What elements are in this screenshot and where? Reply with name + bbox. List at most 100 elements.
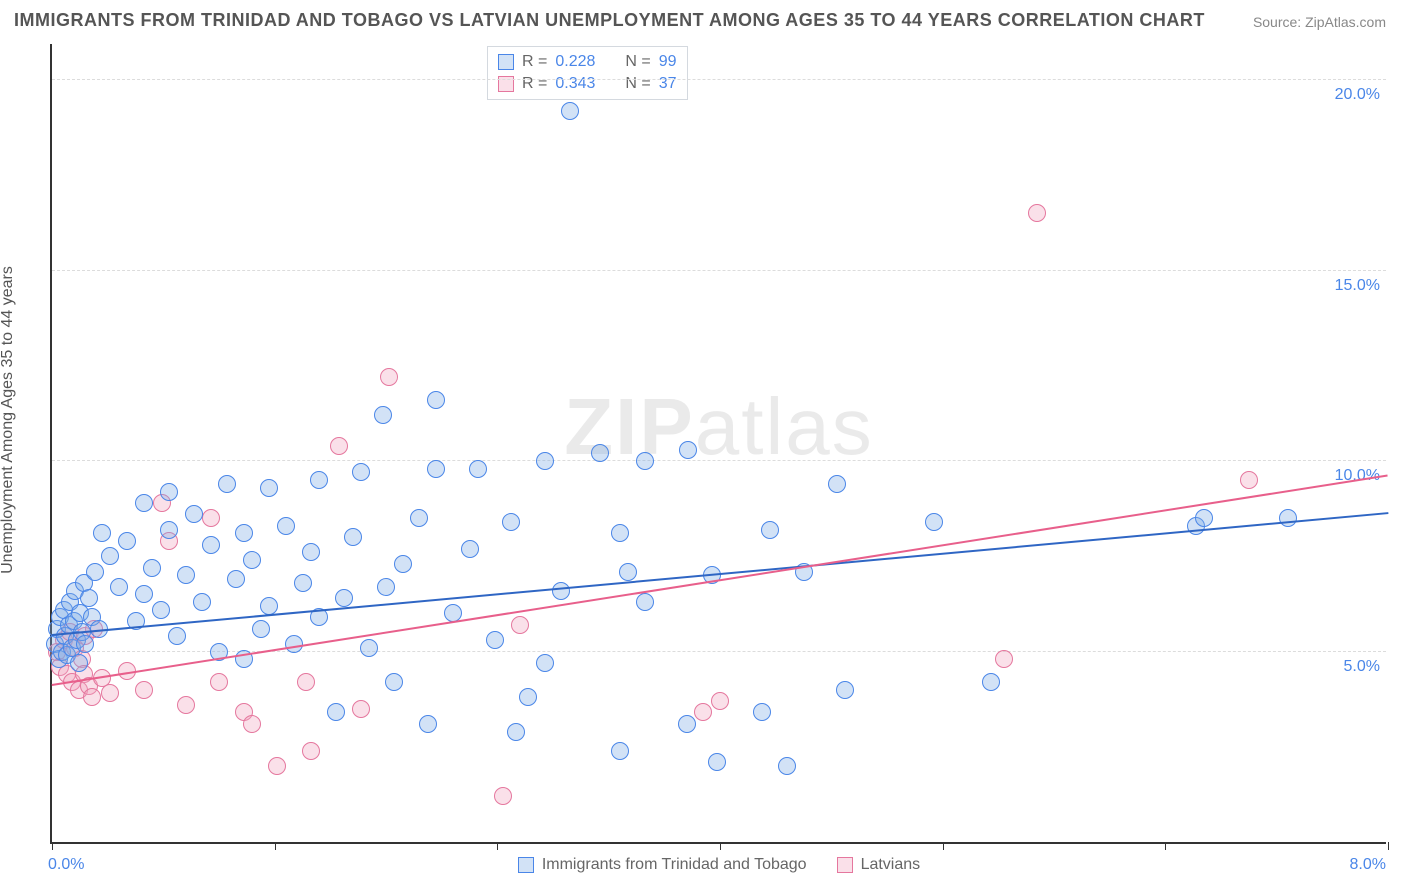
data-point-series1: [469, 460, 487, 478]
data-point-series1: [611, 742, 629, 760]
data-point-series1: [160, 521, 178, 539]
data-point-series1: [218, 475, 236, 493]
x-tick: [52, 842, 53, 850]
data-point-series1: [778, 757, 796, 775]
data-point-series1: [143, 559, 161, 577]
data-point-series2: [380, 368, 398, 386]
data-point-series2: [297, 673, 315, 691]
data-point-series1: [502, 513, 520, 531]
data-point-series1: [235, 524, 253, 542]
data-point-series2: [995, 650, 1013, 668]
legend: Immigrants from Trinidad and Tobago Latv…: [52, 856, 1386, 874]
trendline-series2: [52, 474, 1388, 685]
data-point-series1: [486, 631, 504, 649]
data-point-series1: [294, 574, 312, 592]
data-point-series2: [1028, 204, 1046, 222]
data-point-series1: [227, 570, 245, 588]
gridline: [52, 460, 1386, 461]
data-point-series2: [101, 684, 119, 702]
stats-row-series2: R = 0.343 N = 37: [498, 73, 677, 95]
legend-item-series1: Immigrants from Trinidad and Tobago: [518, 856, 807, 874]
data-point-series1: [1279, 509, 1297, 527]
data-point-series1: [101, 547, 119, 565]
stats-box: R = 0.228 N = 99 R = 0.343 N = 37: [487, 46, 688, 100]
data-point-series1: [836, 681, 854, 699]
swatch-series1-icon: [498, 54, 514, 70]
data-point-series1: [277, 517, 295, 535]
y-tick-label: 15.0%: [1335, 277, 1380, 295]
n-label: N =: [625, 53, 650, 71]
data-point-series1: [427, 460, 445, 478]
data-point-series1: [982, 673, 1000, 691]
data-point-series2: [494, 787, 512, 805]
source-label: Source: ZipAtlas.com: [1253, 14, 1386, 30]
data-point-series1: [394, 555, 412, 573]
x-tick-label: 8.0%: [1350, 856, 1386, 874]
data-point-series1: [374, 406, 392, 424]
y-tick-label: 20.0%: [1335, 86, 1380, 104]
data-point-series2: [268, 757, 286, 775]
r-label: R =: [522, 53, 547, 71]
data-point-series1: [561, 102, 579, 120]
data-point-series2: [302, 742, 320, 760]
data-point-series1: [507, 723, 525, 741]
data-point-series2: [202, 509, 220, 527]
data-point-series2: [1240, 471, 1258, 489]
swatch-series2-icon: [837, 857, 853, 873]
data-point-series1: [708, 753, 726, 771]
data-point-series1: [536, 654, 554, 672]
scatter-plot-area: ZIPatlas R = 0.228 N = 99 R = 0.343 N = …: [50, 44, 1386, 844]
legend-label: Latvians: [861, 856, 921, 874]
n-label: N =: [625, 75, 650, 93]
data-point-series1: [70, 654, 88, 672]
n-value: 37: [659, 75, 677, 93]
x-tick: [497, 842, 498, 850]
data-point-series1: [753, 703, 771, 721]
data-point-series1: [410, 509, 428, 527]
swatch-series1-icon: [518, 857, 534, 873]
y-tick-label: 5.0%: [1344, 658, 1380, 676]
data-point-series2: [83, 688, 101, 706]
data-point-series2: [694, 703, 712, 721]
data-point-series1: [93, 524, 111, 542]
data-point-series2: [511, 616, 529, 634]
data-point-series2: [243, 715, 261, 733]
data-point-series1: [310, 471, 328, 489]
data-point-series1: [536, 452, 554, 470]
data-point-series1: [678, 715, 696, 733]
y-axis-label: Unemployment Among Ages 35 to 44 years: [0, 266, 17, 574]
data-point-series1: [135, 494, 153, 512]
data-point-series1: [177, 566, 195, 584]
data-point-series1: [352, 463, 370, 481]
data-point-series1: [377, 578, 395, 596]
data-point-series1: [591, 444, 609, 462]
data-point-series2: [177, 696, 195, 714]
data-point-series2: [135, 681, 153, 699]
gridline: [52, 270, 1386, 271]
x-tick: [1388, 842, 1389, 850]
data-point-series1: [193, 593, 211, 611]
data-point-series2: [330, 437, 348, 455]
data-point-series1: [335, 589, 353, 607]
r-value: 0.228: [555, 53, 595, 71]
data-point-series1: [611, 524, 629, 542]
data-point-series1: [110, 578, 128, 596]
data-point-series1: [419, 715, 437, 733]
data-point-series2: [352, 700, 370, 718]
data-point-series1: [76, 635, 94, 653]
data-point-series1: [636, 593, 654, 611]
data-point-series2: [210, 673, 228, 691]
data-point-series1: [636, 452, 654, 470]
data-point-series1: [327, 703, 345, 721]
data-point-series1: [168, 627, 186, 645]
data-point-series1: [679, 441, 697, 459]
data-point-series1: [427, 391, 445, 409]
data-point-series1: [385, 673, 403, 691]
data-point-series1: [1195, 509, 1213, 527]
legend-item-series2: Latvians: [837, 856, 921, 874]
gridline: [52, 79, 1386, 80]
data-point-series1: [152, 601, 170, 619]
data-point-series1: [135, 585, 153, 603]
data-point-series1: [80, 589, 98, 607]
data-point-series1: [519, 688, 537, 706]
